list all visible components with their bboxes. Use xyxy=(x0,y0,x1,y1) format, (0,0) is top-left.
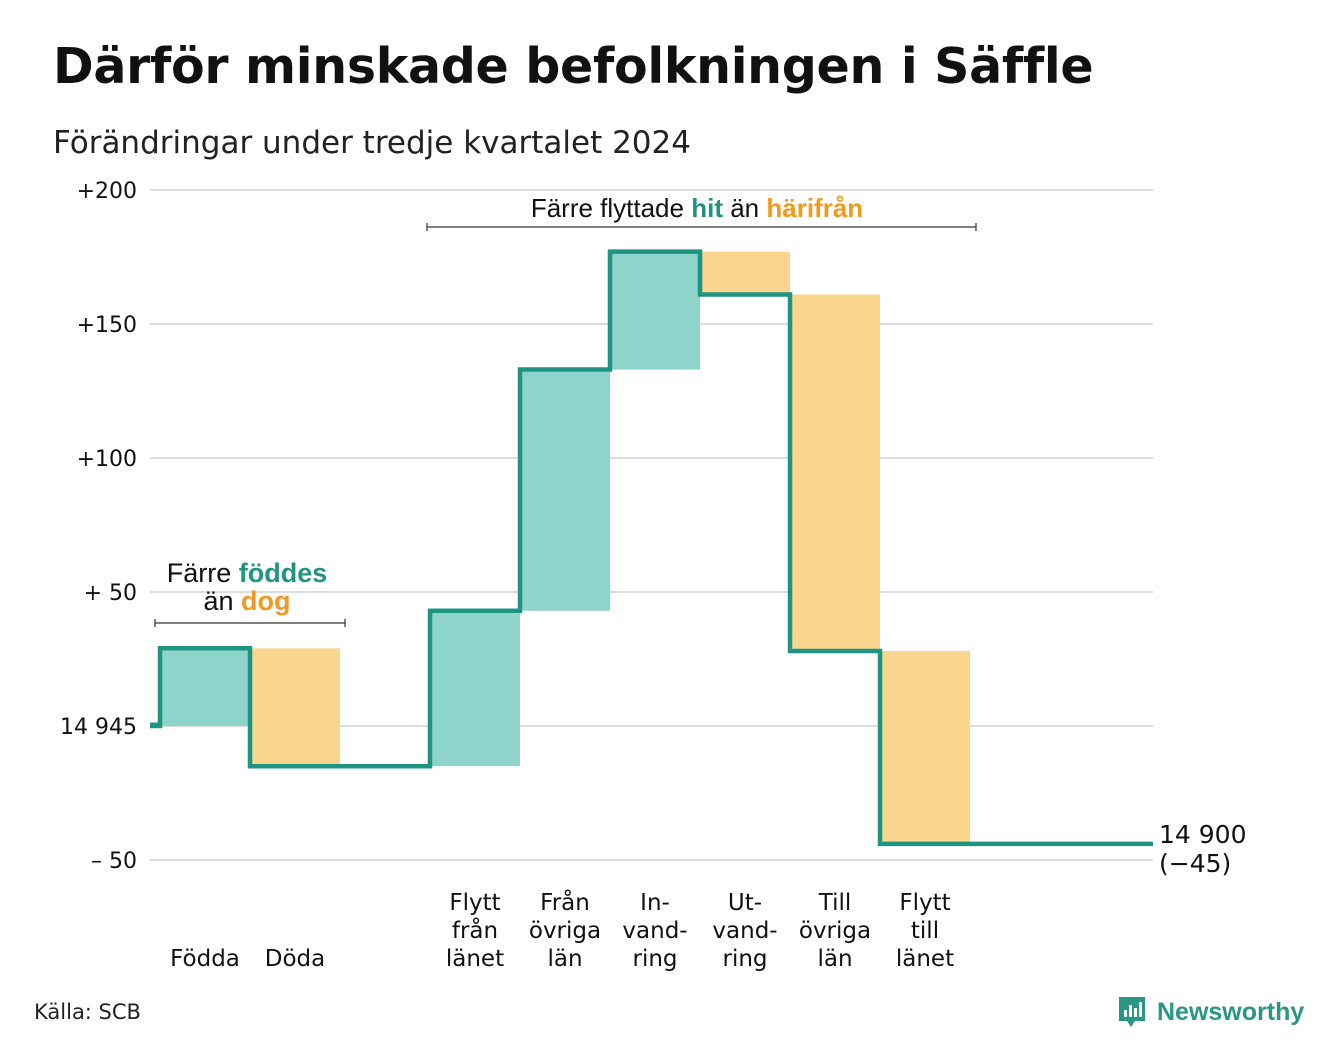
x-tick-label: Ut- xyxy=(728,890,762,916)
x-tick-label: Flytt xyxy=(449,890,500,916)
bar-till-övriga-län xyxy=(790,294,880,651)
annotation-migration-line: Färre flyttade hit än härifrån xyxy=(531,193,863,223)
bar-flytt-till-länet xyxy=(880,650,970,844)
x-tick-label: övriga xyxy=(529,918,601,944)
end-value-label: 14 900(−45) xyxy=(1159,820,1246,878)
x-tick-label: län xyxy=(547,946,582,972)
chart-title: Därför minskade befolkningen i Säffle xyxy=(53,38,1094,95)
x-tick-label: vand- xyxy=(712,918,777,944)
x-tick-label: ring xyxy=(632,946,677,972)
y-tick-label: – 50 xyxy=(91,849,137,874)
annotation-migration-bracket xyxy=(426,223,977,231)
x-tick-label: till xyxy=(911,918,939,944)
x-tick-label: ring xyxy=(722,946,767,972)
y-tick-label: +200 xyxy=(77,179,137,204)
brand-logo[interactable]: Newsworthy xyxy=(1117,994,1304,1030)
x-tick-label: län xyxy=(817,946,852,972)
bars xyxy=(160,251,970,844)
chart-subtitle: Förändringar under tredje kvartalet 2024 xyxy=(53,125,691,161)
running-total-path xyxy=(150,249,1153,847)
bar-födda xyxy=(160,648,250,726)
end-label-line: (−45) xyxy=(1159,849,1231,878)
x-tick-label: Till xyxy=(818,890,852,916)
newsworthy-logo-icon xyxy=(1119,997,1145,1027)
annotation-births-line1: Färre föddes xyxy=(167,558,328,588)
bar-döda xyxy=(250,648,340,767)
annotation-segment: än xyxy=(203,586,241,616)
x-tick-label: Flytt xyxy=(899,890,950,916)
x-tick-label: från xyxy=(452,916,498,944)
source-note: Källa: SCB xyxy=(34,1000,141,1024)
y-tick-label: +150 xyxy=(77,313,137,338)
x-tick-label: Från xyxy=(540,888,590,916)
waterfall-chart: +200 +150 +100 + 50 14 945 – 50 Födda Döda Flyt… xyxy=(60,179,1246,972)
x-tick-label: In- xyxy=(640,890,670,916)
annotation-segment: än xyxy=(723,193,766,223)
x-tick-label: vand- xyxy=(622,918,687,944)
annotation-births-bracket xyxy=(154,619,346,627)
bar-från-övriga-län xyxy=(520,369,610,611)
x-tick-label: övriga xyxy=(799,918,871,944)
x-axis-labels: Födda DödaFlyttfrånlänetFrånövrigalänIn-v… xyxy=(170,888,954,972)
x-tick-label: Döda xyxy=(265,946,325,972)
bar-invandring xyxy=(610,251,700,370)
brand-name: Newsworthy xyxy=(1157,997,1305,1026)
y-tick-label: 14 945 xyxy=(60,715,137,740)
running-total-line xyxy=(150,249,1153,847)
annotation-segment: härifrån xyxy=(766,193,863,223)
annotation-segment: hit xyxy=(691,193,723,223)
x-tick-label: länet xyxy=(446,946,504,972)
annotation-segment: dog xyxy=(241,586,290,616)
annotation-segment: Färre xyxy=(167,558,239,588)
x-tick-label: Födda xyxy=(170,946,240,972)
annotation-births-line2: än dog xyxy=(203,586,290,616)
x-tick-label: länet xyxy=(896,946,954,972)
y-tick-label: + 50 xyxy=(84,581,137,606)
annotation-segment: Färre flyttade xyxy=(531,193,691,223)
annotation-segment: föddes xyxy=(239,558,328,588)
y-tick-label: +100 xyxy=(77,447,137,472)
end-label-line: 14 900 xyxy=(1159,820,1246,849)
y-axis-ticks: +200 +150 +100 + 50 14 945 – 50 xyxy=(60,179,137,874)
bar-utvandring xyxy=(700,251,790,295)
bar-flytt-från-länet xyxy=(430,610,520,767)
